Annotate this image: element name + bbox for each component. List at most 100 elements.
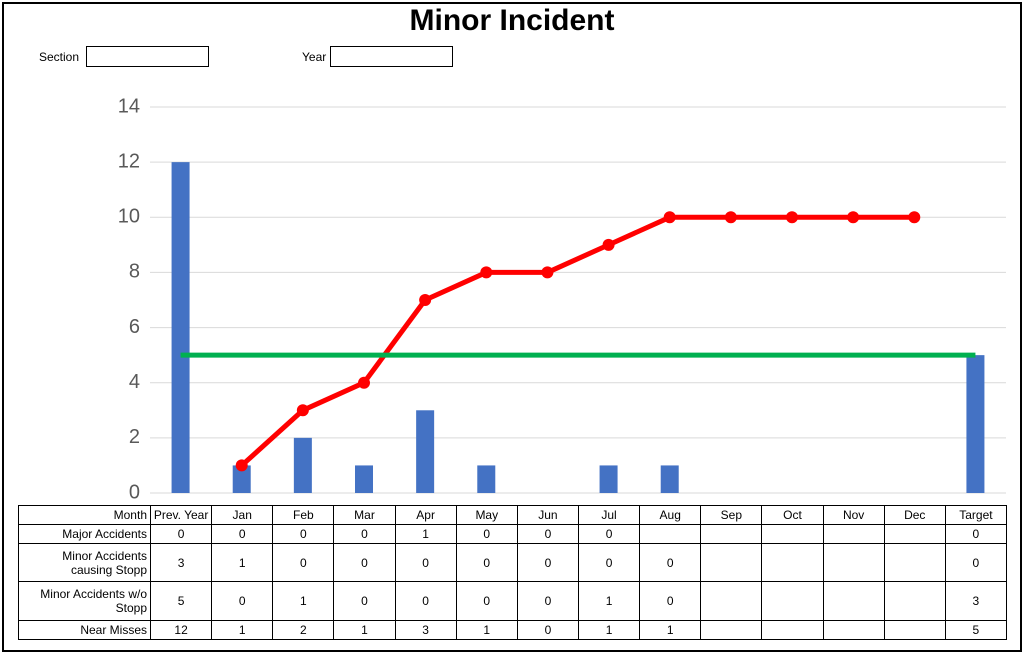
value-cell (761, 524, 824, 544)
bar (416, 410, 435, 493)
bar (232, 465, 251, 493)
year-input[interactable] (330, 46, 453, 67)
value-cell (822, 524, 885, 544)
value-cell (700, 524, 763, 544)
month-cell: Dec (883, 505, 946, 525)
bar (599, 465, 618, 493)
value-cell: 0 (577, 543, 641, 582)
value-cell (883, 581, 946, 621)
header-row: Month Prev. Year Jan Feb Mar Apr May Jun Jul Aug S… (18, 505, 1007, 525)
value-cell (822, 581, 885, 621)
value-cell: 0 (516, 620, 579, 640)
y-tick-label: 4 (129, 371, 140, 393)
month-cell: Feb (272, 505, 335, 525)
value-cell: 0 (577, 524, 641, 544)
value-cell: 12 (149, 620, 213, 640)
corner-cell: Month (18, 505, 151, 525)
marker (235, 459, 248, 472)
value-cell: 5 (149, 581, 213, 621)
value-cell: 3 (394, 620, 457, 640)
value-cell: 1 (211, 543, 274, 582)
y-tick-label: 8 (129, 261, 140, 283)
marker (663, 211, 676, 224)
month-cell: Jul (577, 505, 641, 525)
table-row: Minor Accidents causing Stopp 3 1 0 0 0 0 0 0 0 0 (18, 543, 1007, 582)
year-label: Year (302, 50, 327, 64)
bar (477, 465, 496, 493)
month-cell: May (455, 505, 518, 525)
marker (847, 211, 860, 224)
value-cell: 1 (394, 524, 457, 544)
y-tick-label: 14 (118, 95, 140, 117)
bar (355, 465, 373, 493)
value-cell (761, 620, 824, 640)
month-cell: Prev. Year (149, 505, 213, 525)
value-cell (761, 581, 824, 621)
value-cell: 1 (577, 620, 641, 640)
value-cell: 0 (516, 581, 579, 621)
line (240, 214, 915, 468)
value-cell: 0 (394, 581, 457, 621)
bar (660, 465, 679, 493)
value-cell (883, 620, 946, 640)
section-label: Section (39, 50, 80, 64)
value-cell: 0 (455, 524, 518, 544)
value-cell: 1 (211, 620, 274, 640)
value-cell (883, 524, 946, 544)
marker (908, 211, 921, 224)
marker (358, 376, 370, 389)
value-cell: 0 (272, 524, 335, 544)
month-cell: Nov (822, 505, 885, 525)
month-cell: Sep (700, 505, 763, 525)
value-cell: 0 (394, 543, 457, 582)
value-cell: 0 (333, 543, 396, 582)
value-cell: 0 (211, 524, 274, 544)
marker (480, 266, 493, 279)
value-cell: 1 (577, 581, 641, 621)
row-label: Minor Accidents w/o Stopp (18, 581, 151, 621)
value-cell: 0 (149, 524, 213, 544)
value-cell (700, 543, 763, 582)
row-label: Near Misses (18, 620, 151, 640)
title: Minor Incident (409, 4, 615, 37)
value-cell (700, 581, 763, 621)
value-cell (761, 543, 824, 582)
value-cell: 0 (272, 543, 335, 582)
value-cell: 0 (944, 543, 1007, 582)
data-table: Month Prev. Year Jan Feb Mar Apr May Jun Jul Aug S… (18, 505, 1007, 640)
value-cell: 3 (149, 543, 213, 582)
month-cell: Jun (516, 505, 579, 525)
value-cell (883, 543, 946, 582)
value-cell: 0 (455, 543, 518, 582)
month-cell: Mar (333, 505, 396, 525)
value-cell: 0 (211, 581, 274, 621)
month-cell: Jan (211, 505, 274, 525)
value-cell: 3 (944, 581, 1007, 621)
marker (296, 404, 309, 417)
table-row: Major Accidents 0 0 0 0 1 0 0 0 0 (18, 524, 1007, 544)
row-label: Minor Accidents causing Stopp (18, 543, 151, 582)
marker (541, 266, 554, 279)
value-cell: 0 (333, 581, 396, 621)
marker (786, 211, 798, 224)
month-cell: Aug (639, 505, 702, 525)
value-cell (822, 620, 885, 640)
value-cell: 0 (516, 543, 579, 582)
value-cell: 0 (639, 581, 702, 621)
bar (293, 437, 312, 493)
value-cell: 1 (333, 620, 396, 640)
value-cell: 1 (272, 581, 335, 621)
section-input[interactable] (86, 46, 209, 67)
value-cell: 0 (516, 524, 579, 544)
value-cell: 1 (455, 620, 518, 640)
month-cell: Oct (761, 505, 824, 525)
bar (171, 162, 190, 493)
table-row: Minor Accidents w/o Stopp 5 0 1 0 0 0 0 1 0 3 (18, 581, 1007, 621)
value-cell (822, 543, 885, 582)
marker (724, 211, 737, 224)
y-tick-label: 2 (129, 426, 140, 448)
y-tick-label: 6 (129, 316, 140, 338)
marker (602, 238, 615, 251)
month-cell: Apr (394, 505, 457, 525)
